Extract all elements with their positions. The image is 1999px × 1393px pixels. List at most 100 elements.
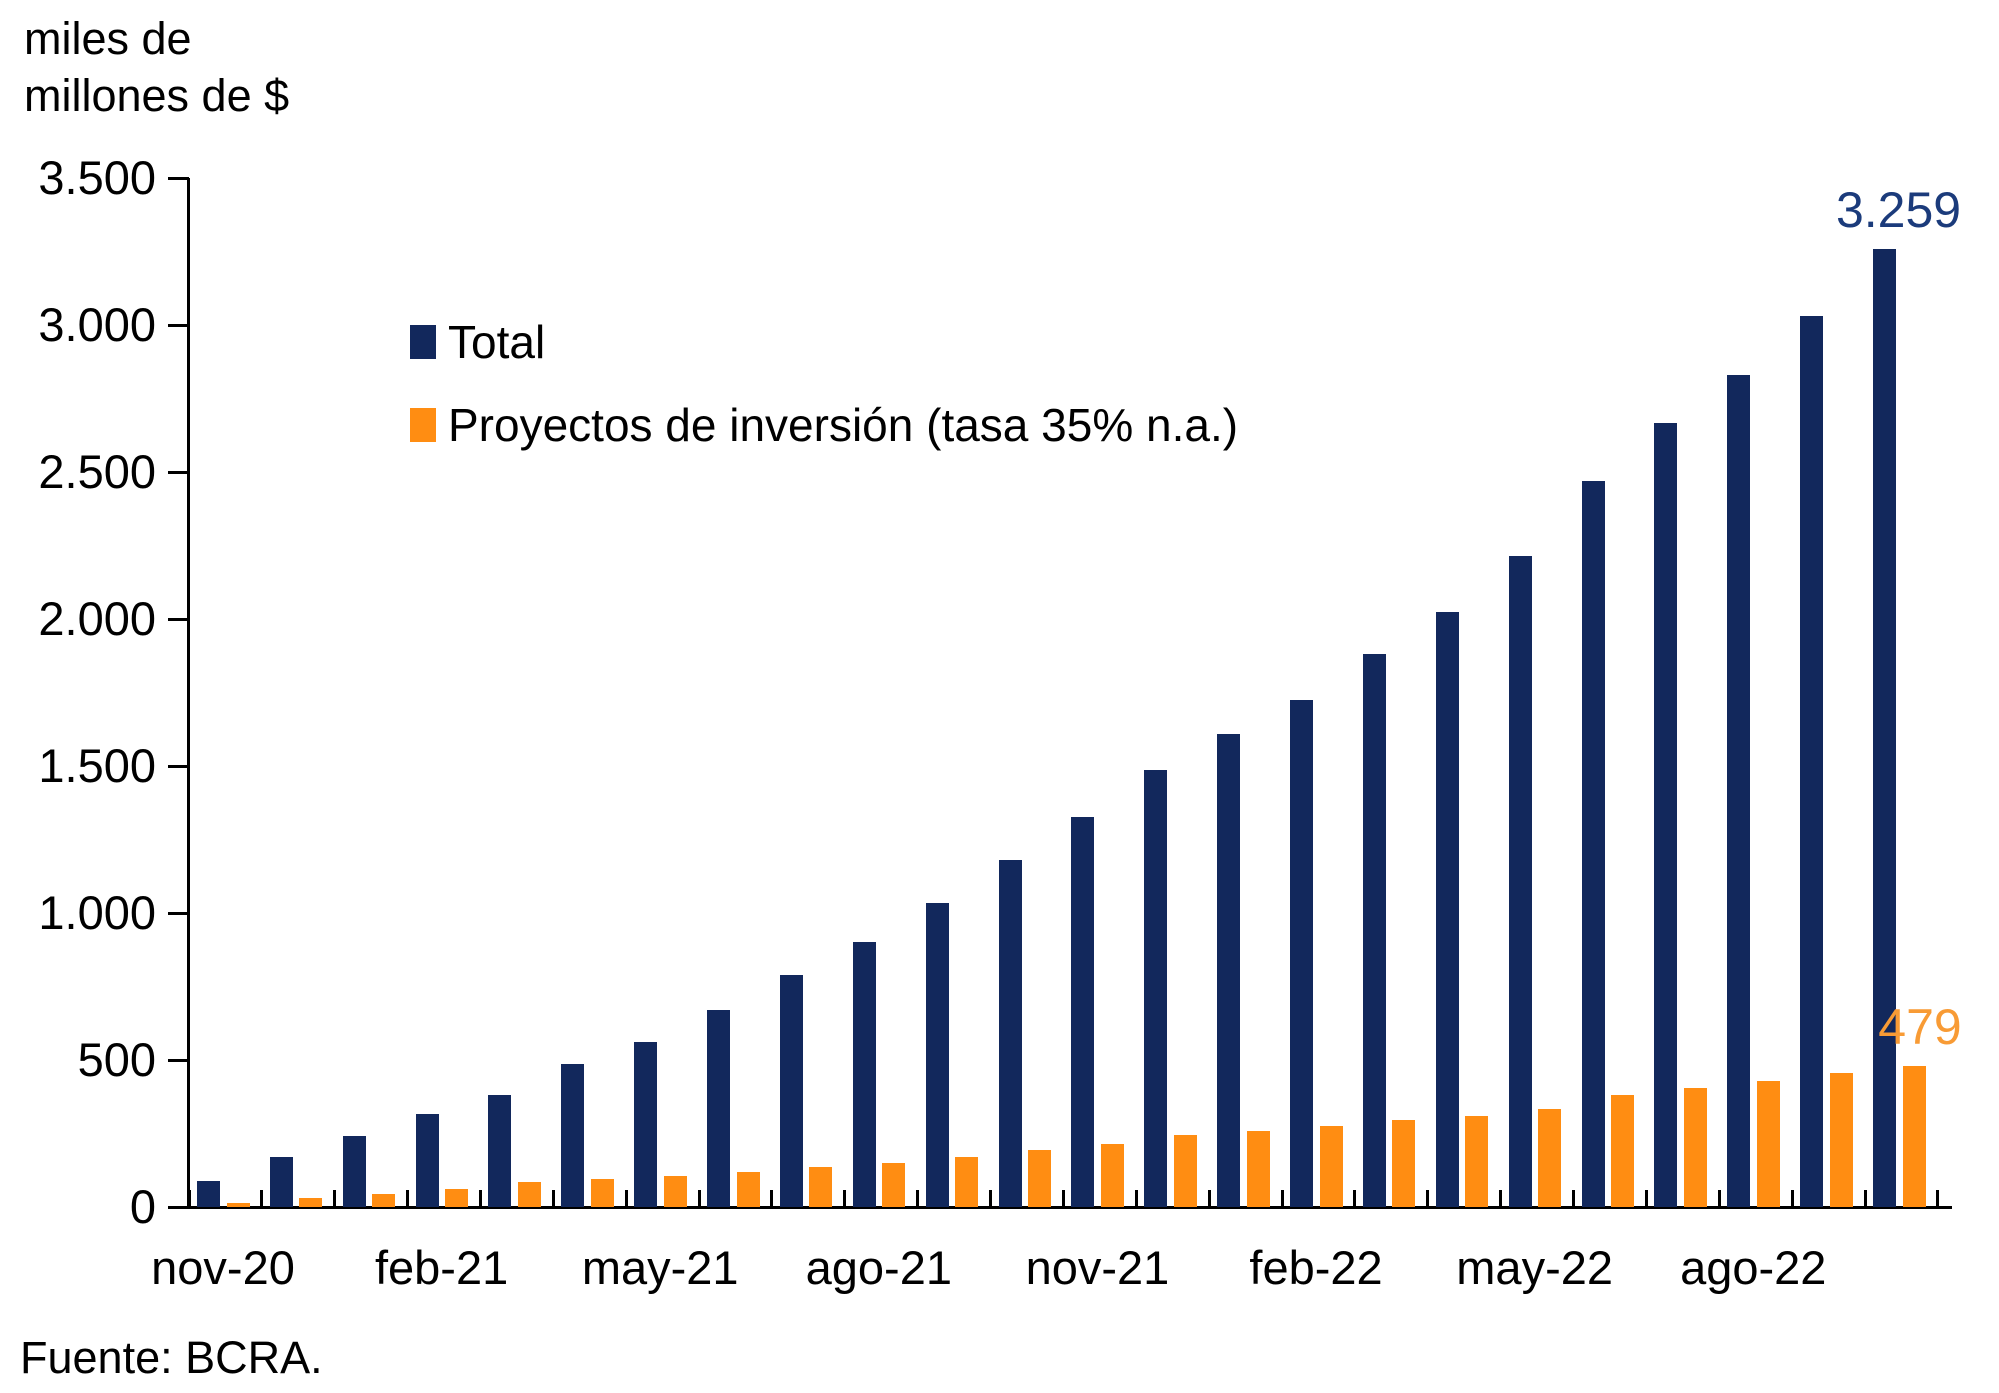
bar-proyectos: [1829, 1073, 1853, 1207]
legend-item-total: Total: [410, 316, 545, 368]
bar-proyectos: [663, 1176, 687, 1207]
y-tick-label: 3.000: [38, 298, 156, 351]
bar-total: [1217, 733, 1241, 1207]
x-tick: [1353, 1190, 1357, 1207]
bar-total: [1144, 770, 1168, 1207]
bar-proyectos: [445, 1189, 469, 1207]
y-tick-label: 500: [77, 1033, 156, 1086]
bar-total: [342, 1136, 366, 1207]
x-tick: [1717, 1190, 1721, 1207]
y-tick: [168, 323, 189, 327]
legend-item-proyectos: Proyectos de inversión (tasa 35% n.a.): [410, 399, 1238, 451]
bar-proyectos: [590, 1179, 614, 1207]
bar-proyectos: [299, 1198, 323, 1207]
legend-swatch-total-icon: [410, 325, 436, 359]
y-tick: [168, 1205, 189, 1209]
bar-proyectos: [882, 1162, 906, 1207]
source-note: Fuente: BCRA.: [20, 1332, 323, 1383]
x-tick-label: feb-21: [374, 1241, 509, 1294]
y-tick-label: 1.500: [38, 739, 156, 792]
bar-total: [1654, 423, 1678, 1207]
x-tick: [1280, 1190, 1284, 1207]
bar-total: [1362, 654, 1386, 1207]
x-tick: [260, 1190, 264, 1207]
legend-label-total: Total: [448, 316, 546, 368]
x-tick: [478, 1190, 482, 1207]
x-tick: [916, 1190, 920, 1207]
legend-swatch-proyectos-icon: [410, 408, 436, 442]
legend-label-proyectos: Proyectos de inversión (tasa 35% n.a.): [448, 399, 1239, 451]
bar-total: [925, 902, 949, 1207]
x-tick: [551, 1190, 555, 1207]
bar-proyectos: [736, 1171, 760, 1207]
y-tick-label: 1.000: [38, 886, 156, 939]
x-axis-line: [187, 1206, 1952, 1209]
bar-total: [1873, 248, 1896, 1207]
x-tick: [770, 1190, 774, 1207]
x-tick: [1644, 1190, 1648, 1207]
y-tick: [168, 1058, 189, 1062]
y-axis-line: [187, 178, 190, 1209]
bar-proyectos: [372, 1193, 396, 1207]
bar-total: [1435, 611, 1459, 1207]
y-tick-label: 3.500: [38, 151, 156, 204]
x-tick: [187, 1190, 191, 1207]
bar-proyectos: [1465, 1115, 1489, 1207]
bar-proyectos: [1902, 1066, 1926, 1207]
bar-total: [1290, 699, 1314, 1207]
bar-total: [197, 1180, 220, 1207]
x-tick-label: ago-22: [1680, 1241, 1827, 1294]
x-tick: [1207, 1190, 1211, 1207]
bar-proyectos: [1173, 1134, 1197, 1207]
bar-total: [779, 974, 803, 1207]
x-tick: [989, 1190, 993, 1207]
y-tick: [168, 470, 189, 474]
x-tick: [1426, 1190, 1430, 1207]
y-tick-label: 2.500: [38, 445, 156, 498]
bar-proyectos: [1538, 1108, 1562, 1207]
bar-proyectos: [1246, 1130, 1270, 1207]
y-tick: [168, 176, 189, 180]
bar-proyectos: [955, 1157, 979, 1207]
bar-proyectos: [1392, 1120, 1416, 1207]
total-value-label: 3.259: [1835, 181, 1962, 238]
y-tick-label: 0: [129, 1180, 156, 1233]
bar-proyectos: [517, 1182, 541, 1207]
x-tick-label: may-21: [581, 1241, 739, 1294]
y-axis-title: miles de millones de $: [24, 13, 290, 121]
bar-total: [1508, 555, 1532, 1207]
x-tick-label: nov-20: [151, 1241, 295, 1294]
x-tick: [1134, 1190, 1138, 1207]
bar-proyectos: [1028, 1149, 1052, 1207]
bar-total: [707, 1010, 731, 1207]
x-tick: [1790, 1190, 1794, 1207]
bar-total: [1800, 316, 1824, 1207]
x-tick: [843, 1190, 847, 1207]
bar-total: [561, 1064, 585, 1207]
bar-proyectos: [1611, 1095, 1635, 1207]
bar-total: [852, 942, 876, 1207]
y-tick: [168, 764, 189, 768]
y-tick-label: 2.000: [38, 592, 156, 645]
bar-total: [998, 860, 1022, 1207]
bar-total: [634, 1042, 658, 1207]
x-tick-label: ago-21: [805, 1241, 952, 1294]
bar-total: [1727, 374, 1751, 1207]
bar-total: [1071, 817, 1095, 1207]
bar-proyectos: [226, 1203, 250, 1207]
x-tick: [697, 1190, 701, 1207]
x-tick: [1499, 1190, 1503, 1207]
x-tick: [1572, 1190, 1576, 1207]
x-tick: [624, 1190, 628, 1207]
x-tick-label: may-22: [1456, 1241, 1614, 1294]
y-tick: [168, 617, 189, 621]
x-tick: [1936, 1190, 1940, 1207]
bar-proyectos: [1100, 1143, 1124, 1207]
bar-proyectos: [1683, 1087, 1707, 1207]
x-tick-label: nov-21: [1025, 1241, 1170, 1294]
proyectos-value-label: 479: [1878, 999, 1962, 1056]
bar-proyectos: [809, 1167, 833, 1207]
bar-proyectos: [1756, 1080, 1780, 1207]
